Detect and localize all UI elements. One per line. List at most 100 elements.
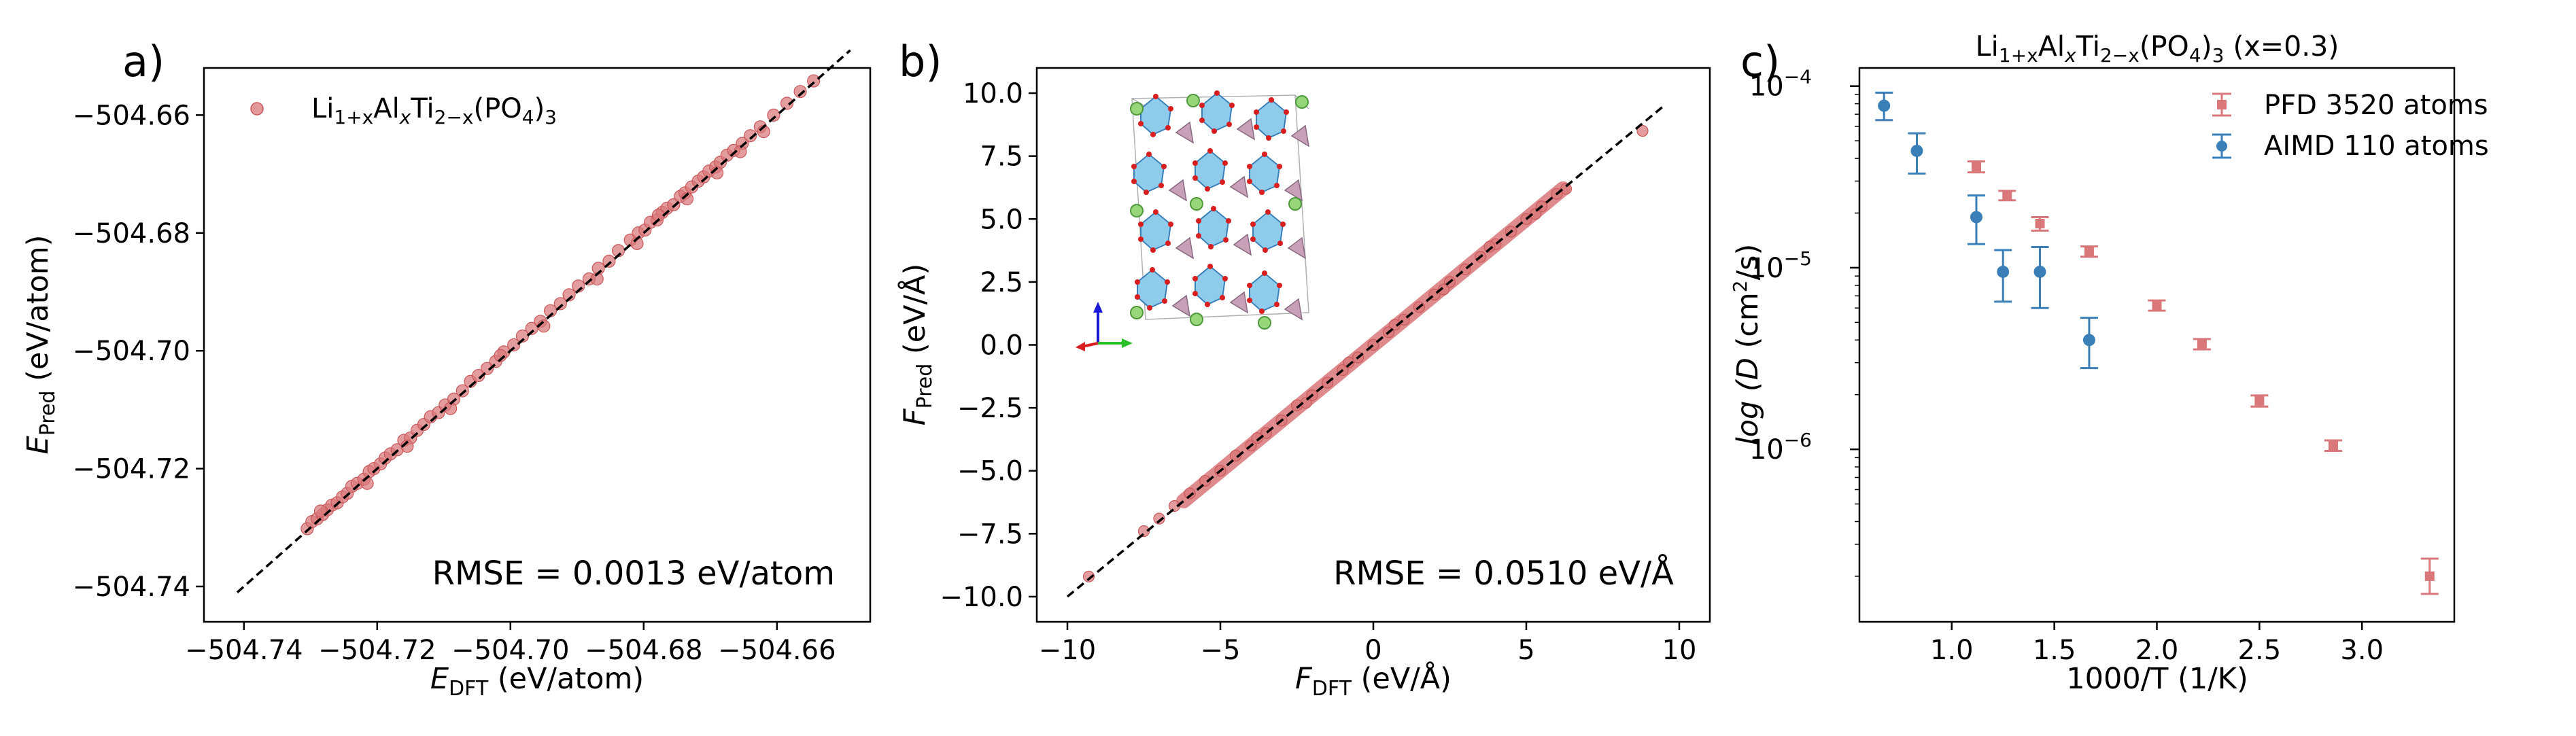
oxygen-atom [1147,305,1152,311]
panel-a-ylabel: EPred (eV/atom) [21,235,60,455]
oxygen-atom [1207,148,1213,154]
oxygen-atom [1250,236,1256,242]
oxygen-atom [1168,106,1173,111]
oxygen-atom [1226,122,1232,127]
aimd-point [1997,265,2010,278]
panel-a-xtick-label: −504.74 [185,635,303,666]
oxygen-atom [1165,279,1170,285]
panel-c-xtick-label: 1.0 [1930,635,1974,666]
oxygen-atom [1259,190,1265,195]
oxygen-atom [1205,302,1210,307]
legend-pfd-label: PFD 3520 atoms [2264,90,2488,121]
oxygen-atom [1196,218,1201,224]
panel-a-yticks: −504.74 −504.72 −504.70 −504.68 −504.66 [73,100,204,603]
oxygen-atom [1138,121,1144,126]
panel-b-xlabel: FDFT (eV/Å) [1295,661,1452,701]
panel-b-xtick-label: 5 [1517,635,1534,666]
oxygen-atom [1254,109,1259,115]
panel-a-xtick-label: −504.70 [451,635,569,666]
tetrahedron [1175,121,1195,144]
panel-a-point [562,288,576,302]
oxygen-atom [1144,190,1149,195]
tetrahedron [1290,124,1310,147]
oxygen-atom [1214,90,1220,96]
lithium-atom [1130,102,1144,116]
panel-b-label: b) [899,37,942,86]
panel-a-ytick-label: −504.74 [73,572,190,603]
oxygen-atom [1153,94,1158,99]
panel-a-diagonal [236,49,851,593]
oxygen-atom [1168,222,1173,227]
panel-a-point [400,440,414,453]
oxygen-atom [1269,97,1274,103]
oxygen-atom [1207,264,1213,269]
pfd-point [2035,218,2045,228]
oxygen-atom [1247,164,1252,169]
panel-b-ytick-label: −5.0 [957,456,1023,487]
panel-c-series [1875,91,2439,595]
panel-a-point [313,504,328,518]
panel-c: c) Li1+xAlxTi2−x(PO4)3 (x=0.3) 1.0 1.5 2.0… [1729,30,2489,696]
oxygen-atom [1222,160,1228,166]
polyhedra-group [1130,90,1310,330]
pfd-point [2424,571,2435,581]
panel-a-point [360,476,374,490]
oxygen-atom [1205,186,1210,192]
oxygen-atom [1165,125,1171,130]
oxygen-atom [1192,175,1198,181]
lithium-atom [1295,95,1309,109]
panel-b-point [1229,449,1242,462]
oxygen-atom [1138,236,1144,242]
panel-b-ytick-label: 5.0 [980,204,1023,235]
panel-a-ytick-label: −504.66 [73,100,190,131]
oxygen-atom [1135,279,1140,285]
panel-a-point [680,192,694,206]
oxygen-atom [1274,302,1280,307]
oxygen-atom [1196,233,1201,239]
oxygen-atom [1131,179,1137,184]
panel-c-xlabel: 1000/T (1/K) [2066,662,2248,696]
oxygen-atom [1277,164,1282,169]
oxygen-atom [1150,267,1155,273]
oxygen-atom [1277,241,1283,246]
panel-b-point [1437,283,1450,296]
panel-c-yticks: 10−6 10−5 10−4 [1749,66,1859,577]
aimd-point [1970,211,1982,224]
panel-a-ytick-label: −504.70 [73,336,190,367]
tetrahedron [1287,236,1307,260]
oxygen-atom [1247,179,1252,184]
crystal-structure-inset [1076,90,1310,351]
panel-a-point [793,85,807,99]
tetrahedron [1229,175,1249,198]
panel-b-ytick-label: 10.0 [963,78,1023,109]
panel-a-point [780,97,794,110]
oxygen-atom [1192,276,1198,281]
panel-b-point [1529,208,1542,220]
oxygen-atom [1262,270,1267,276]
panel-b-point [1636,125,1649,137]
oxygen-atom [1150,247,1156,253]
panel-a-rmse: RMSE = 0.0013 eV/atom [432,555,835,593]
lithium-atom [1190,313,1203,326]
oxygen-atom [1280,222,1286,227]
oxygen-atom [1265,209,1271,215]
oxygen-atom [1254,124,1259,130]
panel-a-point [507,338,521,352]
oxygen-atom [1247,298,1252,303]
panel-c-ytick-label: 10−4 [1749,66,1812,103]
panel-c-title: Li1+xAlxTi2−x(PO4)3 (x=0.3) [1976,30,2339,67]
pfd-point [2152,300,2162,311]
oxygen-atom [1259,309,1265,314]
panel-b-ytick-label: −2.5 [957,393,1023,424]
panel-a-xtick-label: −504.68 [585,635,702,666]
panel-a-point [553,297,567,311]
circle-marker-icon [2216,141,2227,152]
oxygen-atom [1135,294,1140,300]
tetrahedron [1284,179,1303,202]
legend-pfd: PFD 3520 atoms [2212,90,2488,121]
aimd-point [2082,334,2095,347]
legend-marker-icon [250,102,264,116]
panel-a-legend-label: Li1+xAlxTi2−x(PO4)3 [311,93,557,128]
tetrahedron [1229,291,1249,314]
panel-a-ytick-label: −504.72 [73,454,190,485]
